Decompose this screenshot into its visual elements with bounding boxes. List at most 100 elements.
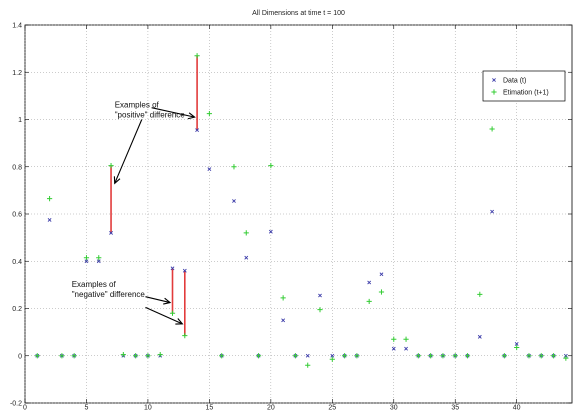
legend-box	[482, 70, 566, 102]
x-axis: 0 5 10 15 20 25 30 35 40	[23, 25, 521, 410]
data-point	[305, 353, 310, 358]
data-point	[170, 266, 175, 271]
series-2	[34, 53, 569, 368]
data-point	[329, 356, 335, 362]
data-point	[84, 259, 89, 264]
data-point	[428, 353, 434, 359]
data-point	[83, 255, 90, 261]
data-point	[490, 209, 495, 214]
data-point	[415, 353, 421, 359]
y-tick-label: -0.2	[10, 401, 22, 408]
data-point	[182, 333, 188, 339]
data-point	[195, 128, 200, 133]
data-point	[34, 353, 40, 359]
data-point	[145, 353, 151, 359]
data-point	[514, 344, 520, 351]
data-point	[341, 353, 348, 359]
data-point	[59, 353, 65, 359]
data-point	[403, 336, 409, 342]
data-point	[354, 353, 360, 359]
x-tick-label: 5	[85, 405, 89, 410]
data-point	[280, 295, 286, 301]
x-tick-label: 15	[205, 405, 213, 410]
arrow-head	[163, 297, 172, 305]
annotation-positive: Examples of"positive" difference	[113, 101, 196, 185]
annotation-arrow	[151, 107, 195, 118]
data-point	[538, 353, 544, 359]
data-point	[133, 353, 139, 359]
annotation-arrow	[114, 119, 143, 184]
data-point	[464, 353, 471, 359]
data-point	[526, 353, 532, 359]
y-tick-label: 0.2	[12, 306, 22, 313]
x-tick-label: 35	[451, 405, 459, 410]
y-tick-label: 0.6	[12, 212, 22, 219]
annotation-arrow	[145, 296, 171, 304]
data-point	[109, 230, 113, 235]
x-tick-label: 10	[144, 405, 152, 410]
data-point	[367, 280, 372, 285]
data-point	[219, 353, 225, 359]
y-tick-label: 1	[18, 117, 22, 124]
x-tick-label: 0	[23, 405, 27, 410]
data-point	[378, 289, 385, 295]
arrow-head	[113, 176, 121, 185]
annotation-text: Examples of	[115, 101, 160, 110]
data-point	[317, 307, 323, 313]
data-point	[96, 255, 102, 261]
data-point	[120, 351, 126, 358]
legend-marker	[491, 89, 497, 95]
data-point	[46, 196, 53, 202]
y-tick-label: 0	[18, 353, 22, 360]
y-tick-label: 1.2	[12, 70, 22, 77]
y-axis: -0.200.20.40.60.811.21.4	[10, 23, 572, 408]
data-point	[292, 353, 299, 359]
data-point	[243, 230, 249, 236]
data-point	[477, 334, 482, 339]
data-point	[318, 293, 322, 298]
annotation-text: "positive" difference	[115, 111, 186, 120]
data-point	[514, 342, 519, 346]
data-point	[305, 362, 311, 368]
data-point	[231, 164, 237, 170]
data-point	[440, 353, 446, 359]
data-point	[281, 318, 286, 323]
data-point	[47, 217, 52, 222]
x-tick-label: 30	[390, 405, 398, 410]
data-point	[501, 353, 507, 359]
data-point	[157, 351, 163, 358]
annotation-text: "negative" difference	[72, 290, 146, 299]
data-point	[268, 162, 274, 169]
series-1	[35, 128, 568, 358]
data-point	[169, 310, 176, 316]
legend-marker	[492, 78, 496, 82]
data-point	[194, 53, 200, 59]
data-point	[71, 353, 77, 359]
annotation-negative: Examples of"negative" difference	[72, 280, 184, 325]
y-tick-label: 0.8	[12, 164, 22, 171]
legend-label: Data (t)	[503, 78, 526, 85]
data-point	[391, 346, 396, 351]
data-point	[232, 199, 236, 203]
data-point	[255, 353, 262, 359]
data-point	[268, 229, 273, 234]
data-point	[477, 291, 483, 297]
data-point	[391, 336, 397, 342]
data-point	[452, 353, 458, 359]
legend-label: Etimation (t+1)	[503, 90, 549, 97]
y-tick-label: 0.4	[12, 259, 22, 266]
arrow-head	[175, 318, 184, 325]
data-point	[206, 110, 212, 117]
series-layer	[34, 53, 569, 368]
data-point	[244, 255, 249, 260]
data-point	[550, 353, 557, 359]
annotations: Examples of"positive" differenceExamples…	[72, 101, 196, 325]
data-point	[207, 167, 212, 172]
data-point	[404, 346, 408, 351]
data-point	[330, 353, 335, 358]
x-tick-label: 25	[328, 405, 336, 410]
data-point	[489, 126, 495, 132]
difference-lines	[110, 55, 198, 336]
